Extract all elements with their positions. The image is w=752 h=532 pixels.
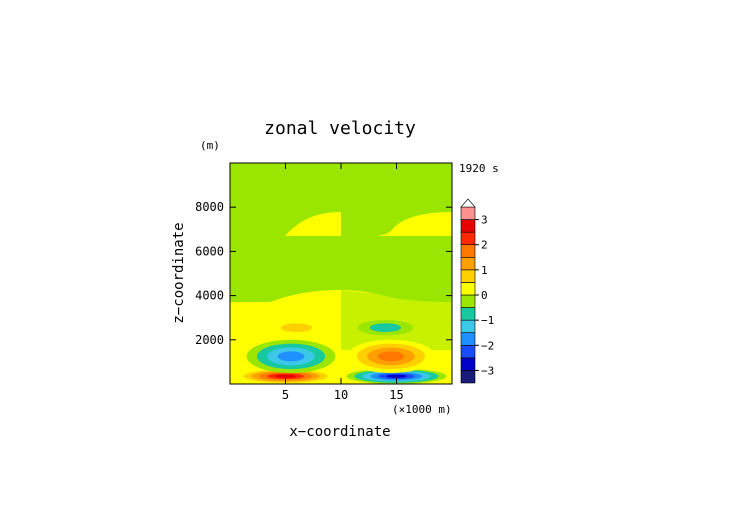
feature-3: [346, 339, 436, 373]
colorbar-swatch: [460, 219, 476, 233]
band-upper-right: [341, 163, 452, 237]
colorbar-swatch: [460, 282, 476, 296]
x-tick-label: 10: [334, 388, 348, 402]
colorbar-tick-label: −1: [481, 314, 494, 327]
x-axis-label: x−coordinate: [289, 424, 390, 440]
feature-4: [268, 319, 325, 336]
axis-layer: 5 10 15 2000 4000 6000 8000: [195, 163, 452, 402]
contour-band: [377, 351, 405, 362]
feature-0: [235, 368, 336, 384]
colorbar-swatch: [460, 244, 476, 258]
colorbar-extend-arrow: [460, 198, 476, 208]
colorbar-swatch: [460, 370, 476, 384]
band-upper-left: [230, 163, 341, 236]
y-tick-label: 8000: [195, 200, 224, 214]
features-layer: [235, 319, 447, 384]
contour-band: [277, 351, 305, 362]
feature-5: [357, 319, 414, 336]
x-tick-label: 15: [389, 388, 403, 402]
y-tick-label: 6000: [195, 244, 224, 258]
y-axis-label: z−coordinate: [171, 222, 187, 323]
colorbar-tick-label: 3: [481, 214, 488, 227]
y-tick-label: 2000: [195, 333, 224, 347]
colorbar-swatch: [460, 256, 476, 271]
colorbar-swatch: [460, 294, 476, 308]
chart-title: zonal velocity: [264, 118, 416, 139]
band-lower-right: [341, 290, 452, 350]
feature-1: [346, 368, 447, 384]
colorbar: 3 2 1 0 −1 −2 −3: [460, 198, 494, 384]
colorbar-tick-label: −2: [481, 339, 494, 352]
colorbar-swatch: [460, 332, 476, 346]
x-unit-label: (×1000 m): [392, 403, 452, 416]
y-unit-label: (m): [200, 139, 220, 152]
x-tick-label: 5: [282, 388, 289, 402]
contour-band: [369, 323, 402, 333]
colorbar-tick-label: 1: [481, 264, 488, 277]
colorbar-swatch: [460, 344, 476, 359]
colorbar-tick-label: 0: [481, 289, 488, 302]
colorbar-swatch: [460, 269, 476, 283]
contour-band: [386, 374, 407, 378]
time-label: 1920 s: [459, 162, 499, 175]
colorbar-swatch: [460, 307, 476, 321]
band-mid-right: [341, 236, 452, 302]
contour-band: [280, 323, 313, 333]
contour-band: [275, 374, 296, 378]
colorbar-swatch: [460, 231, 476, 246]
y-tick-label: 4000: [195, 289, 224, 303]
feature-2: [246, 339, 336, 373]
colorbar-swatch: [460, 319, 476, 334]
band-mid-left: [230, 236, 341, 302]
colorbar-tick-label: −3: [481, 364, 494, 377]
colorbar-swatch: [460, 357, 476, 371]
colorbar-swatch: [460, 206, 476, 220]
colorbar-tick-label: 2: [481, 239, 488, 252]
